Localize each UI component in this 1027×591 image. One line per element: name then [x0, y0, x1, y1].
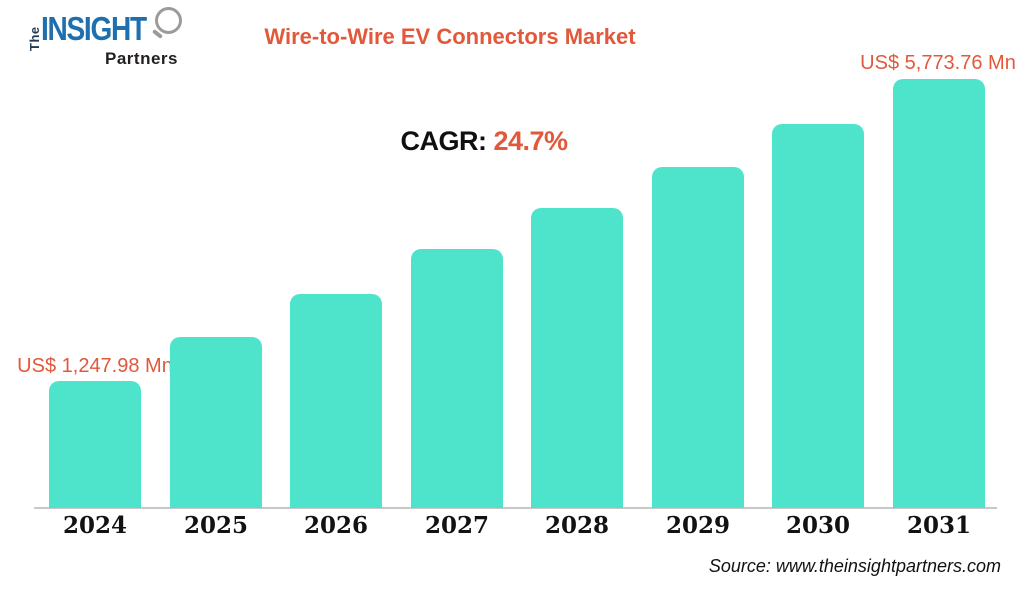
- logo-insight-text: INSIGHT: [41, 10, 147, 47]
- first-bar-value-label: US$ 1,247.98 Mn: [17, 355, 173, 377]
- x-tick-2028: 2028: [544, 512, 610, 539]
- bar-2025: [170, 337, 262, 508]
- bar-2029: [652, 167, 744, 508]
- insight-partners-logo: The INSIGHT Partners: [27, 7, 193, 70]
- page-title: Wire-to-Wire EV Connectors Market: [264, 24, 636, 49]
- bar-2026: [290, 294, 382, 508]
- x-tick-2025: 2025: [183, 512, 249, 539]
- x-tick-2031: 2031: [906, 512, 972, 539]
- cagr-label: CAGR:: [400, 126, 487, 156]
- last-bar-value-label: US$ 5,773.76 Mn: [860, 52, 1016, 74]
- source-text: Source: www.theinsightpartners.com: [708, 556, 1001, 576]
- x-tick-2027: 2027: [424, 512, 490, 539]
- x-tick-2026: 2026: [303, 512, 369, 539]
- bar-2027: [411, 249, 503, 508]
- bar-2031: [893, 79, 985, 508]
- logo-partners-text: Partners: [105, 49, 178, 68]
- magnifier-icon: [155, 7, 182, 34]
- bar-2030: [772, 124, 864, 508]
- cagr-annotation: CAGR: 24.7%: [400, 126, 568, 157]
- bar-2024: [49, 381, 141, 508]
- x-tick-2029: 2029: [665, 512, 731, 539]
- x-tick-2024: 2024: [62, 512, 128, 539]
- x-tick-2030: 2030: [785, 512, 851, 539]
- bar-2028: [531, 208, 623, 508]
- cagr-value: 24.7%: [493, 126, 568, 156]
- x-axis-line: [34, 507, 997, 509]
